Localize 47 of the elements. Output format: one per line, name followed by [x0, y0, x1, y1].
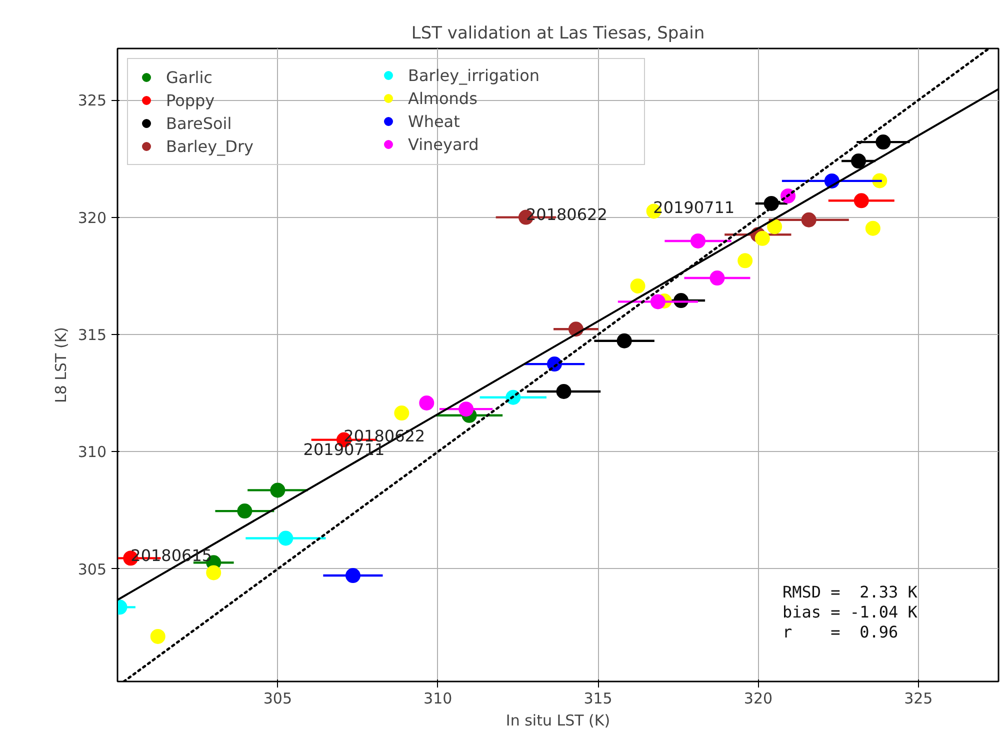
annotation: r = 0.96	[782, 622, 898, 642]
x-tick-label: 320	[744, 690, 773, 708]
annotation: RMSD = 2.33 K	[782, 582, 918, 602]
point	[650, 294, 666, 310]
point	[278, 530, 294, 546]
chart-title: LST validation at Las Tiesas, Spain	[411, 24, 705, 44]
annotation: bias = -1.04 K	[782, 602, 918, 622]
legend-label: BareSoil	[166, 114, 232, 132]
legend-label: Garlic	[166, 68, 212, 86]
legend-label: Almonds	[408, 88, 478, 108]
y-tick-label: 305	[78, 560, 107, 578]
x-tick-label: 305	[263, 690, 292, 708]
legend-label: Wheat	[408, 112, 460, 130]
point	[458, 402, 474, 417]
point	[738, 253, 753, 268]
legend-label: Poppy	[166, 90, 215, 110]
point	[345, 568, 360, 584]
y-tick-label: 315	[78, 326, 107, 344]
point	[616, 333, 632, 348]
point	[876, 134, 891, 150]
x-axis-title: In situ LST (K)	[506, 712, 610, 730]
point	[237, 504, 252, 519]
point	[767, 219, 782, 234]
legend-label: Barley_irrigation	[408, 66, 540, 84]
point	[851, 154, 866, 169]
point	[854, 193, 869, 208]
y-axis-title: L8 LST (K)	[52, 326, 70, 404]
legend-label: Vineyard	[408, 134, 479, 154]
point	[801, 212, 816, 228]
y-tick-label: 310	[78, 443, 107, 462]
point	[690, 233, 706, 248]
point	[754, 230, 770, 246]
x-tick-label: 310	[424, 690, 452, 708]
point	[865, 220, 880, 236]
legend-label: Barley_Dry	[166, 136, 254, 156]
x-tick-label: 315	[584, 690, 612, 708]
x-tick-label: 325	[904, 690, 933, 708]
point	[710, 270, 725, 286]
point	[419, 395, 434, 410]
point	[556, 384, 572, 399]
point	[270, 482, 286, 498]
point	[206, 565, 222, 580]
point	[630, 278, 646, 294]
point	[150, 629, 166, 644]
point	[394, 406, 410, 421]
y-tick-label: 325	[78, 92, 107, 110]
y-tick-label: 320	[78, 208, 107, 227]
